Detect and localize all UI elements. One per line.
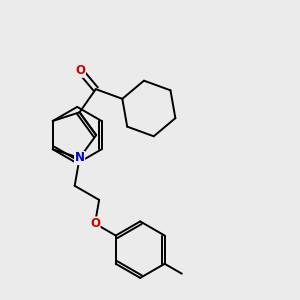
Text: N: N xyxy=(75,152,85,164)
Text: O: O xyxy=(75,64,85,77)
Text: O: O xyxy=(90,217,100,230)
